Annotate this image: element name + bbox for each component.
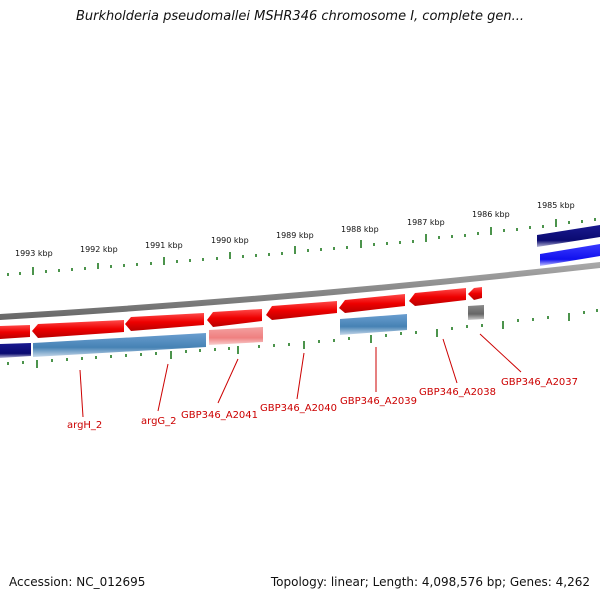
gene-label[interactable]: argH_2 [67,420,102,431]
scale-label: 1988 kbp [341,225,379,234]
map-title: Burkholderia pseudomallei MSHR346 chromo… [75,9,525,24]
cds-arrow[interactable] [32,320,124,338]
inner-tick-row [7,309,598,368]
scale-label: 1985 kbp [537,201,575,210]
gene-label[interactable]: GBP346_A2041 [181,410,258,421]
gene-label[interactable]: argG_2 [141,416,177,427]
cds-arrow[interactable] [468,287,482,300]
outer-tick-row [7,218,596,276]
second-feature-track [0,305,484,358]
cds-arrow[interactable] [339,294,405,313]
scale-label: 1992 kbp [80,245,118,254]
callout-lines [79,333,522,418]
gene-feature[interactable] [33,333,206,357]
scale-label: 1993 kbp [15,249,53,258]
gene-feature[interactable] [468,305,484,320]
gene-feature[interactable] [540,244,600,266]
topology-text: Topology: linear; Length: 4,098,576 bp; … [270,575,590,589]
scale-label: 1989 kbp [276,231,314,240]
scale-label: 1990 kbp [211,236,249,245]
forward-cds-track [0,287,482,339]
accession-text: Accession: NC_012695 [9,575,146,589]
gene-label[interactable]: GBP346_A2038 [419,387,496,398]
gene-feature[interactable] [209,327,263,345]
gene-feature[interactable] [0,343,31,358]
cds-arrow[interactable] [207,309,262,327]
scale-label: 1986 kbp [472,210,510,219]
cds-arrow[interactable] [0,325,30,339]
scale-label: 1987 kbp [407,218,445,227]
gene-labels: argH_2 argG_2 GBP346_A2041 GBP346_A2040 … [67,377,578,431]
cds-arrow[interactable] [266,301,337,320]
gene-label[interactable]: GBP346_A2040 [260,403,337,414]
gene-feature[interactable] [340,314,407,335]
gene-feature[interactable] [537,225,600,247]
cds-arrow[interactable] [409,288,466,306]
sequence-backbone [0,262,600,320]
gene-label[interactable]: GBP346_A2037 [501,377,578,388]
scale-labels: 1993 kbp 1992 kbp 1991 kbp 1990 kbp 1989… [15,201,575,258]
gene-label[interactable]: GBP346_A2039 [340,396,417,407]
cds-arrow[interactable] [125,313,204,331]
scale-label: 1991 kbp [145,241,183,250]
